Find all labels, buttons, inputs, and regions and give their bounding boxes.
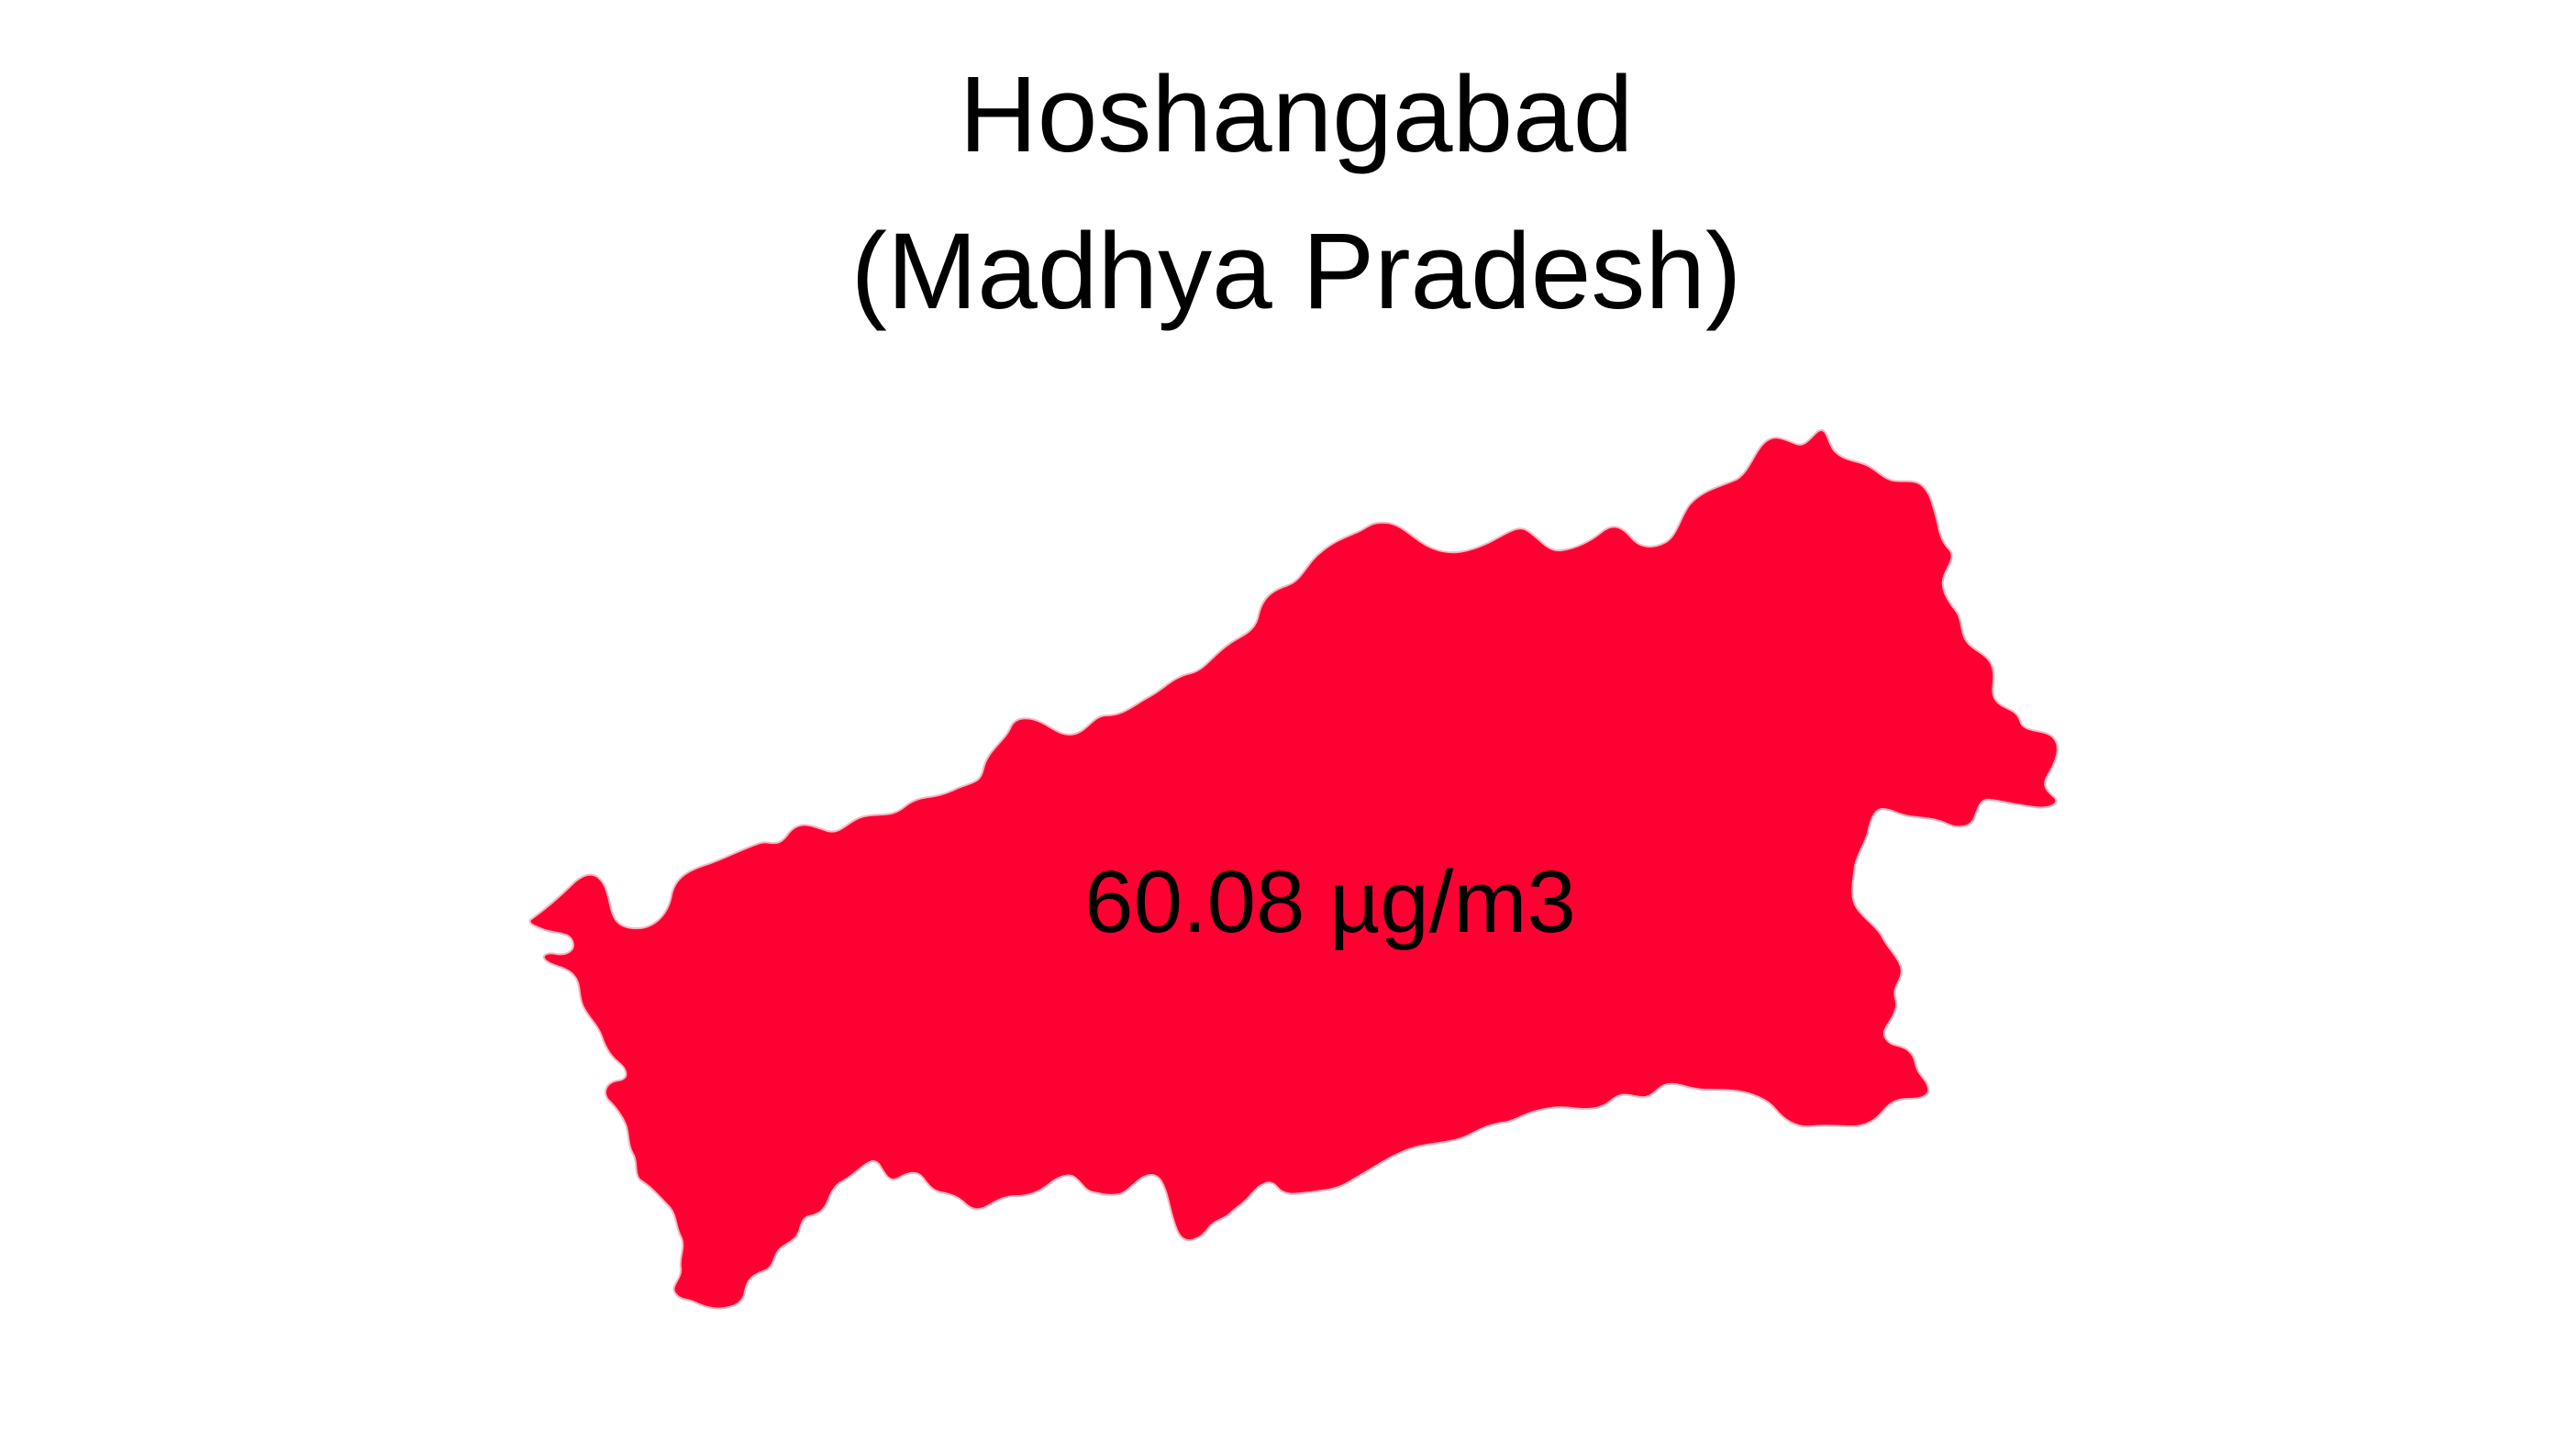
- map-subtitle: (Madhya Pradesh): [850, 211, 1742, 332]
- map-title: Hoshangabad: [959, 54, 1634, 175]
- district-region[interactable]: [528, 428, 2059, 1310]
- district-value-label: 60.08 µg/m3: [1084, 853, 1576, 951]
